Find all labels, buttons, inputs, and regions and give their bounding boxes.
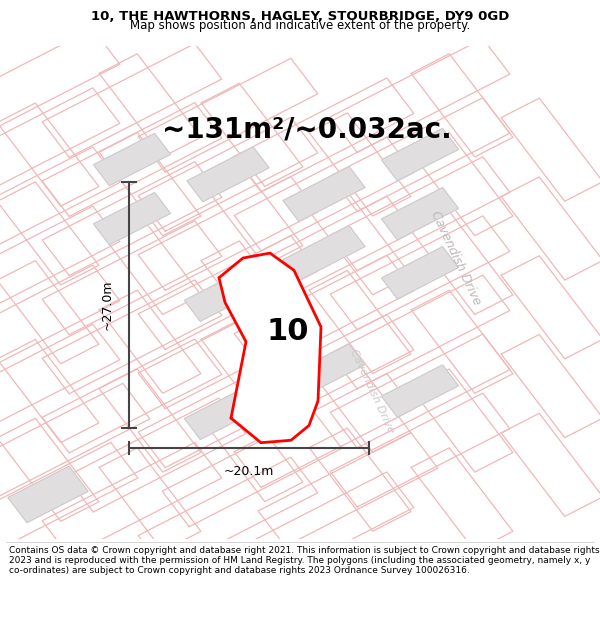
Text: Cavendish Drive: Cavendish Drive <box>428 209 484 308</box>
Text: Map shows position and indicative extent of the property.: Map shows position and indicative extent… <box>130 19 470 32</box>
Polygon shape <box>219 253 321 442</box>
Polygon shape <box>382 129 458 181</box>
Polygon shape <box>382 247 458 299</box>
Polygon shape <box>94 192 170 245</box>
Text: 10, THE HAWTHORNS, HAGLEY, STOURBRIDGE, DY9 0GD: 10, THE HAWTHORNS, HAGLEY, STOURBRIDGE, … <box>91 10 509 23</box>
Text: ~20.1m: ~20.1m <box>224 465 274 478</box>
Polygon shape <box>283 167 365 221</box>
Text: ~131m²/~0.032ac.: ~131m²/~0.032ac. <box>162 116 452 144</box>
Polygon shape <box>283 226 365 281</box>
Text: 10: 10 <box>267 318 309 346</box>
Polygon shape <box>184 382 272 439</box>
Polygon shape <box>184 264 272 321</box>
Polygon shape <box>94 133 170 186</box>
Polygon shape <box>8 466 88 522</box>
Text: Contains OS data © Crown copyright and database right 2021. This information is : Contains OS data © Crown copyright and d… <box>9 546 599 576</box>
Polygon shape <box>187 147 269 202</box>
Polygon shape <box>382 188 458 240</box>
Text: ~27.0m: ~27.0m <box>101 279 114 330</box>
Polygon shape <box>382 365 458 417</box>
Text: Cavendish Drive: Cavendish Drive <box>348 348 396 434</box>
Polygon shape <box>283 344 365 399</box>
